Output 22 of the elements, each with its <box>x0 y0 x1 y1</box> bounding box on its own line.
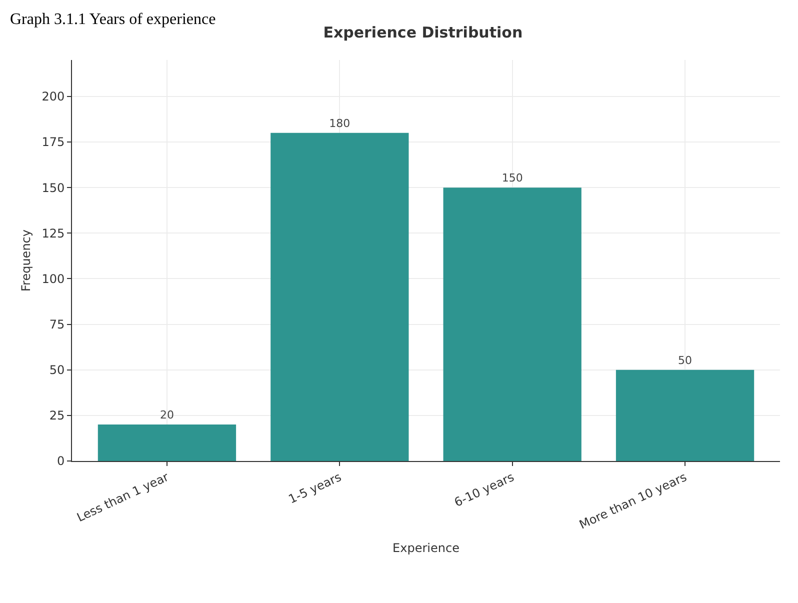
y-tick-label: 150 <box>42 180 65 195</box>
x-tick-label: Less than 1 year <box>74 470 171 525</box>
bar <box>270 132 409 461</box>
bar <box>98 424 236 461</box>
y-tick-label: 75 <box>49 318 65 332</box>
data-label: 180 <box>329 116 350 130</box>
data-label: 50 <box>678 354 692 367</box>
bar <box>616 370 754 461</box>
y-tick-label: 100 <box>42 272 65 286</box>
y-tick-label: 25 <box>49 408 65 423</box>
y-tick-label: 200 <box>42 90 65 104</box>
y-tick-label: 0 <box>56 454 65 468</box>
caption: Graph 3.1.1 Years of experience <box>10 11 216 28</box>
y-tick-label: 175 <box>42 135 65 150</box>
chart-title: Experience Distribution <box>323 24 523 42</box>
y-axis-title: Frequency <box>18 230 33 292</box>
data-label: 150 <box>502 172 523 185</box>
bar <box>443 188 582 461</box>
y-tick-label: 50 <box>49 363 65 378</box>
data-label: 20 <box>160 408 174 422</box>
x-axis-title: Experience <box>392 540 460 555</box>
y-tick-label: 125 <box>42 226 65 240</box>
